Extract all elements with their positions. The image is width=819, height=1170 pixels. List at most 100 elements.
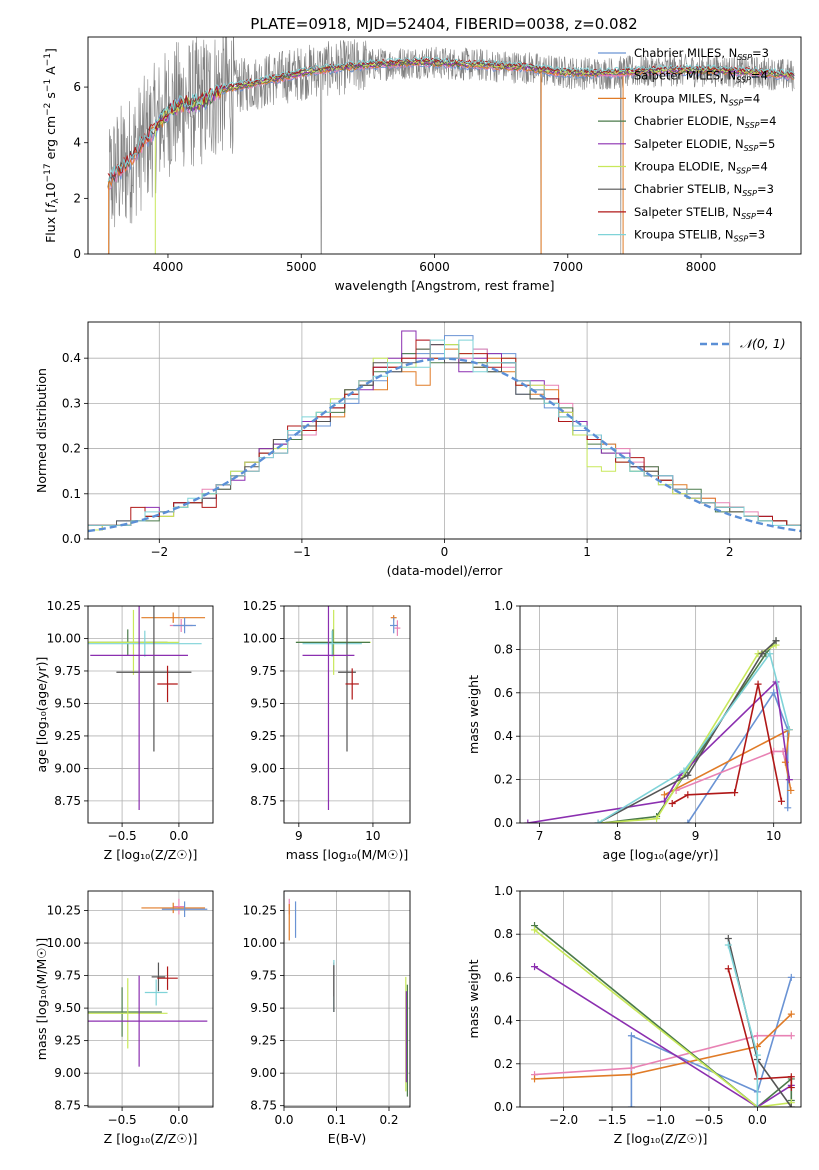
data-point: [116, 606, 192, 752]
x-axis-label: wavelength [Angstrom, rest frame]: [334, 278, 554, 293]
x-tick-label: −1: [293, 545, 311, 559]
y-tick-label: 8.75: [54, 794, 81, 808]
y-tick-label: 9.50: [54, 696, 81, 710]
legend-entry: Salpeter ELODIE, NSSP=5: [634, 137, 775, 153]
chart-massweight-vs-Z: −2.0 −1.5 −1.0 −0.5 0.0 0.0 0.2 0.4 0.6 0.8 1.0 Z […: [466, 884, 802, 1146]
weight-marker: [787, 1073, 795, 1081]
x-tick-label: 0.0: [169, 1113, 188, 1127]
plot-area: [288, 898, 408, 1097]
legend-label: Kroupa STELIB: [634, 228, 718, 242]
weight-marker: [753, 1103, 761, 1107]
weight-marker: [684, 791, 692, 799]
y-tick-label: 10.00: [47, 936, 81, 950]
y-axis-label-part: −1: [43, 79, 53, 92]
legend-label: Chabrier STELIB: [634, 182, 726, 196]
data-point: [141, 612, 206, 623]
y-tick-label: 9.25: [250, 1034, 277, 1048]
legend-entry: Kroupa ELODIE, NSSP=4: [634, 160, 768, 176]
y-axis-label-part: ]: [43, 48, 58, 53]
model-line: [154, 59, 795, 129]
data-point: [161, 901, 208, 918]
x-axis-label: Z [log₁₀(Z/Z☉)]: [614, 1131, 708, 1146]
plot-area: [106, 37, 795, 254]
weight-marker: [724, 965, 732, 973]
weight-line: [727, 968, 793, 1088]
legend-entry: Chabrier STELIB, NSSP=3: [634, 182, 774, 198]
x-tick-label: 2: [726, 545, 734, 559]
y-tick-label: 4: [73, 136, 81, 150]
data-point: [173, 898, 185, 915]
y-tick-label: 0.4: [494, 1014, 513, 1028]
weight-line: [534, 929, 792, 1107]
data-point: [90, 606, 188, 811]
x-tick-label: 7: [536, 829, 544, 843]
x-axis-label: Z [log₁₀(Z/Z☉)]: [104, 847, 198, 862]
data-point: [338, 606, 356, 752]
legend-nssp: 3: [758, 228, 765, 242]
data-point: [345, 668, 359, 700]
x-tick-label: −1.0: [646, 1113, 675, 1127]
plot-area: [531, 922, 795, 1107]
weight-line: [534, 965, 792, 1107]
weight-marker: [787, 1010, 795, 1018]
x-tick-label: 10: [365, 829, 380, 843]
y-tick-label: 8.75: [54, 1099, 81, 1113]
weight-marker: [754, 680, 762, 688]
y-tick-label: 2: [73, 191, 81, 205]
plot-area: [88, 606, 206, 811]
x-tick-label: 0.1: [327, 1113, 346, 1127]
weight-marker: [770, 689, 778, 697]
x-tick-label: 0.0: [274, 1113, 293, 1127]
y-axis-label: age [log₁₀(age/yr)]: [34, 657, 49, 773]
axes-frame: [87, 36, 802, 255]
legend-label: Salpeter MILES: [634, 69, 720, 83]
y-tick-label: 6: [73, 80, 81, 94]
y-tick-label: 8.75: [250, 1099, 277, 1113]
data-point: [88, 987, 162, 1037]
grid: [88, 891, 213, 1107]
y-tick-label: 9.50: [250, 696, 277, 710]
x-tick-label: 4000: [153, 260, 184, 274]
x-tick-label: −0.5: [694, 1113, 723, 1127]
weight-line: [601, 644, 777, 823]
weight-marker: [627, 1071, 635, 1079]
weight-marker: [787, 1084, 795, 1092]
data-point: [302, 630, 362, 657]
y-tick-label: 9.25: [54, 729, 81, 743]
x-tick-label: 7000: [553, 260, 584, 274]
y-axis-label-part: −2: [43, 103, 53, 116]
weight-marker: [787, 786, 795, 794]
legend-entry: Salpeter STELIB, NSSP=4: [634, 205, 773, 221]
y-tick-label: 9.75: [250, 664, 277, 678]
legend-entry: Chabrier MILES, NSSP=3: [634, 46, 769, 62]
y-axis-label-part: −17: [43, 163, 53, 182]
legend-entry: 𝒩(0, 1): [740, 336, 786, 351]
y-tick-label: 9.00: [250, 1066, 277, 1080]
grid: [520, 890, 801, 1108]
y-tick-label: 0.6: [494, 686, 513, 700]
weight-marker: [684, 771, 692, 779]
weight-line: [664, 728, 792, 796]
legend-nssp: 4: [769, 114, 776, 128]
weight-marker: [627, 1064, 635, 1072]
y-axis-label-part: s: [43, 92, 58, 103]
legend-nssp: 3: [767, 182, 774, 196]
y-tick-label: 10.25: [47, 904, 81, 918]
weight-marker: [787, 1032, 795, 1040]
weight-line: [534, 1013, 792, 1080]
chart-age-vs-mass: 9 10 8.75 9.00 9.25 9.50 9.75 10.00 10.25 mass [l…: [243, 599, 411, 862]
x-tick-label: 0.2: [379, 1113, 398, 1127]
weight-marker: [772, 637, 780, 645]
data-point: [173, 617, 196, 634]
y-tick-label: 1.0: [494, 884, 513, 898]
y-tick-label: 9.25: [54, 1034, 81, 1048]
legend-nssp: 4: [765, 205, 772, 219]
y-axis-label-part: f: [43, 202, 58, 208]
plot-area: [88, 330, 801, 539]
weight-marker: [724, 941, 732, 949]
legend-label: Salpeter ELODIE: [634, 137, 728, 151]
x-tick-label: 10: [766, 829, 781, 843]
y-tick-label: 0.0: [494, 816, 513, 830]
data-point: [151, 962, 166, 992]
